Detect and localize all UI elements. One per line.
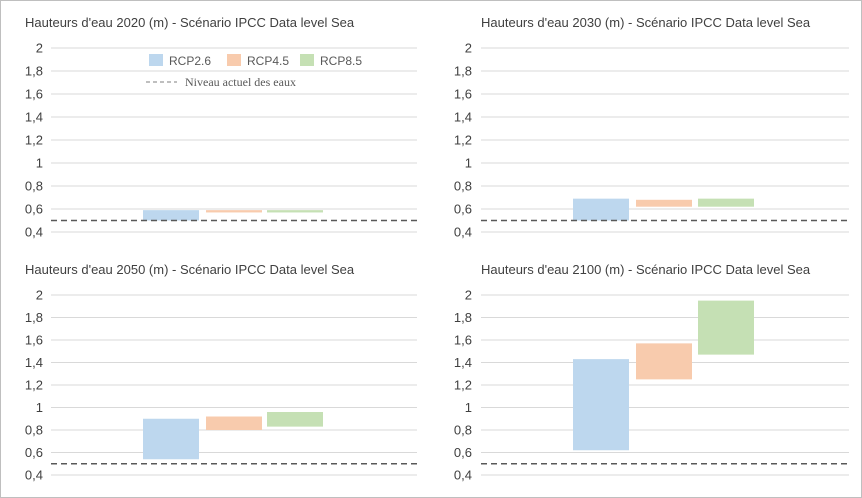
y-tick-label: 0,6 (25, 202, 43, 217)
legend-swatch-rcp45 (227, 54, 241, 66)
bar-rcp45 (206, 210, 262, 213)
y-tick-label: 0,4 (454, 468, 472, 483)
y-tick-label: 1,6 (25, 87, 43, 102)
bar-rcp85 (267, 210, 323, 213)
y-tick-label: 0,8 (454, 179, 472, 194)
y-tick-label: 1,2 (454, 378, 472, 393)
bar-rcp45 (636, 343, 692, 380)
legend: RCP2.6 RCP4.5 RCP8.5 Niveau actuel des eaux (146, 54, 362, 89)
bar-rcp26 (573, 198, 629, 221)
y-tick-label: 2 (465, 41, 472, 56)
bar-rcp45 (206, 416, 262, 430)
chart-panel-4: Hauteurs d'eau 2100 (m) - Scénario IPCC … (454, 262, 849, 483)
y-tick-label: 1,2 (454, 133, 472, 148)
legend-swatch-rcp26 (149, 54, 163, 66)
y-tick-label: 0,4 (25, 225, 43, 240)
chart-title: Hauteurs d'eau 2030 (m) - Scénario IPCC … (481, 15, 811, 30)
y-tick-label: 1 (36, 400, 43, 415)
y-tick-label: 1,8 (25, 310, 43, 325)
y-tick-label: 1,8 (454, 64, 472, 79)
legend-label-baseline: Niveau actuel des eaux (185, 75, 296, 89)
y-tick-label: 0,8 (25, 423, 43, 438)
legend-label-rcp45: RCP4.5 (247, 54, 289, 68)
bar-rcp26 (143, 210, 199, 221)
y-tick-label: 1 (36, 156, 43, 171)
chart-panel-3: Hauteurs d'eau 2050 (m) - Scénario IPCC … (25, 262, 417, 483)
y-tick-label: 0,8 (454, 423, 472, 438)
y-tick-label: 1,6 (25, 333, 43, 348)
y-tick-label: 2 (36, 288, 43, 303)
y-tick-label: 1,4 (454, 110, 472, 125)
chart-panel-1: Hauteurs d'eau 2020 (m) - Scénario IPCC … (25, 15, 417, 240)
legend-swatch-rcp85 (300, 54, 314, 66)
y-tick-label: 2 (465, 288, 472, 303)
y-tick-label: 1,8 (454, 310, 472, 325)
bar-rcp26 (573, 359, 629, 451)
legend-label-rcp85: RCP8.5 (320, 54, 362, 68)
y-tick-label: 2 (36, 41, 43, 56)
y-tick-label: 0,8 (25, 179, 43, 194)
chart-title: Hauteurs d'eau 2050 (m) - Scénario IPCC … (25, 262, 355, 277)
y-tick-label: 1,6 (454, 87, 472, 102)
chart-title: Hauteurs d'eau 2020 (m) - Scénario IPCC … (25, 15, 355, 30)
y-tick-label: 0,6 (454, 202, 472, 217)
bar-rcp85 (698, 198, 754, 207)
y-tick-label: 1 (465, 400, 472, 415)
legend-label-rcp26: RCP2.6 (169, 54, 211, 68)
bar-rcp85 (267, 412, 323, 427)
y-tick-label: 1,6 (454, 333, 472, 348)
y-tick-label: 0,4 (454, 225, 472, 240)
y-tick-label: 1 (465, 156, 472, 171)
y-tick-label: 0,6 (454, 445, 472, 460)
bar-rcp26 (143, 418, 199, 460)
y-tick-label: 1,4 (25, 110, 43, 125)
chart-panel-2: Hauteurs d'eau 2030 (m) - Scénario IPCC … (454, 15, 849, 240)
y-tick-label: 1,8 (25, 64, 43, 79)
y-tick-label: 1,2 (25, 378, 43, 393)
bar-rcp85 (698, 300, 754, 355)
chart-title: Hauteurs d'eau 2100 (m) - Scénario IPCC … (481, 262, 811, 277)
y-tick-label: 0,6 (25, 445, 43, 460)
y-tick-label: 0,4 (25, 468, 43, 483)
y-tick-label: 1,2 (25, 133, 43, 148)
y-tick-label: 1,4 (454, 355, 472, 370)
y-tick-label: 1,4 (25, 355, 43, 370)
bar-rcp45 (636, 199, 692, 207)
